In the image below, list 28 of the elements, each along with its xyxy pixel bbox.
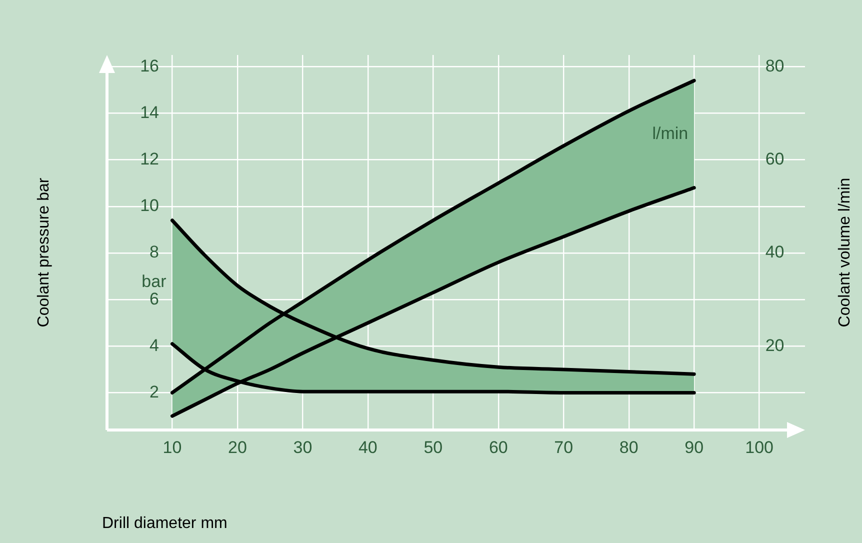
x-tick-label: 60 [488, 438, 508, 458]
x-tick-label: 80 [619, 438, 638, 458]
line-series [170, 186, 696, 418]
x-tick-label: 40 [358, 438, 378, 458]
series-label: l/min [652, 124, 688, 143]
y-axis-title: Coolant pressure bar [35, 177, 52, 328]
x-tick-label: 20 [228, 438, 247, 458]
y2-tick-label: 80 [765, 56, 784, 76]
y2-tick-label: 20 [765, 336, 784, 355]
x-tick-label: 90 [684, 438, 704, 458]
y-tick-label: 8 [150, 242, 159, 262]
y2-tick-label: 40 [765, 242, 784, 262]
y-tick-label: 10 [140, 196, 159, 216]
y2-tick-label: 60 [765, 150, 784, 168]
y-tick-label: 2 [150, 382, 159, 402]
y-tick-label: 14 [140, 102, 159, 122]
y2-axis-title: Coolant volume l/min [836, 178, 854, 328]
x-tick-label: 50 [424, 438, 443, 458]
y-tick-label: 16 [140, 56, 159, 76]
y-tick-label: 6 [150, 289, 159, 308]
x-tick-label: 10 [162, 438, 182, 458]
x-tick-label: 100 [745, 438, 774, 458]
x-tick-label: 30 [293, 438, 312, 458]
x-tick-label: 70 [554, 438, 574, 458]
y-tick-label: 12 [140, 150, 159, 168]
x-axis-title: Drill diameter mm [102, 515, 228, 532]
y-tick-label: 4 [150, 336, 159, 355]
text: bar [142, 272, 167, 291]
